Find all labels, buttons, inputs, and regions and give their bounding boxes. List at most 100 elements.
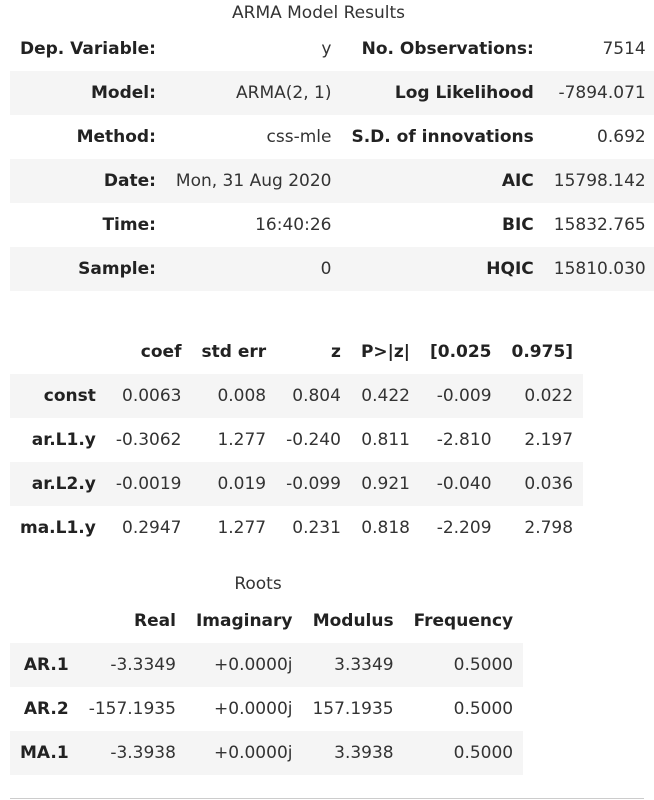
coef-cell: 0.036 bbox=[524, 474, 574, 494]
roots-cell: +0.0000j bbox=[214, 743, 293, 763]
coef-table: coef std err z P>|z| [0.025 0.975] const… bbox=[10, 330, 584, 550]
roots-cell: -3.3349 bbox=[110, 655, 176, 675]
summary-label: Dep. Variable: bbox=[20, 39, 156, 59]
summary-label: BIC bbox=[502, 215, 534, 235]
coef-cell: 1.277 bbox=[217, 430, 267, 450]
coef-row-label: const bbox=[43, 386, 96, 406]
coef-header-cell: [0.025 bbox=[429, 342, 492, 362]
roots-cell: 3.3938 bbox=[334, 743, 394, 763]
summary-value: 0.692 bbox=[597, 127, 646, 147]
coef-cell: 0.019 bbox=[217, 474, 267, 494]
summary-value: 15810.030 bbox=[553, 259, 646, 279]
roots-row-label: AR.1 bbox=[23, 655, 69, 675]
coef-cell: 0.921 bbox=[361, 474, 410, 494]
coef-header-cell: std err bbox=[201, 342, 267, 362]
roots-row: AR.2 -157.1935 +0.0000j 157.1935 0.5000 bbox=[10, 687, 523, 731]
summary-label: Log Likelihood bbox=[394, 83, 534, 103]
roots-row: AR.1 -3.3349 +0.0000j 3.3349 0.5000 bbox=[10, 643, 524, 687]
coef-cell: 0.811 bbox=[361, 430, 410, 450]
coef-cell: -2.810 bbox=[436, 430, 492, 450]
coef-cell: 0.818 bbox=[361, 518, 410, 538]
coef-cell: 0.022 bbox=[524, 386, 574, 406]
summary-value: 15798.142 bbox=[553, 171, 646, 191]
coef-header-row: coef std err z P>|z| [0.025 0.975] bbox=[10, 330, 583, 374]
coef-cell: 0.008 bbox=[217, 386, 267, 406]
summary-value: ARMA(2, 1) bbox=[236, 83, 332, 103]
summary-label: No. Observations: bbox=[361, 39, 534, 59]
roots-cell: -3.3938 bbox=[110, 743, 176, 763]
coef-header-cell: coef bbox=[140, 342, 182, 362]
roots-header-cell bbox=[10, 599, 79, 643]
roots-caption: Roots bbox=[234, 574, 282, 594]
roots-cell: 0.5000 bbox=[453, 655, 514, 675]
summary-value: y bbox=[321, 39, 332, 59]
coef-cell: -0.009 bbox=[436, 386, 492, 406]
summary-caption: ARMA Model Results bbox=[232, 3, 405, 23]
roots-cell: 3.3349 bbox=[334, 655, 394, 675]
coef-header-cell bbox=[10, 330, 106, 374]
coef-cell: 0.422 bbox=[361, 386, 410, 406]
summary-row: Model: ARMA(2, 1) Log Likelihood -7894.0… bbox=[10, 71, 654, 115]
coef-cell: -2.209 bbox=[436, 518, 492, 538]
coef-cell: 0.0063 bbox=[122, 386, 182, 406]
summary-row: Sample: 0 HQIC 15810.030 bbox=[10, 247, 654, 291]
summary-row: Date: Mon, 31 Aug 2020 AIC 15798.142 bbox=[10, 159, 654, 203]
summary-value: css-mle bbox=[266, 127, 332, 147]
coef-row: ar.L2.y -0.0019 0.019 -0.099 0.921 -0.04… bbox=[10, 462, 584, 506]
coef-cell: -0.3062 bbox=[115, 430, 182, 450]
bottom-divider bbox=[10, 798, 644, 799]
coef-cell: -0.099 bbox=[286, 474, 341, 494]
coef-row-label: ar.L2.y bbox=[31, 474, 96, 494]
roots-cell: 157.1935 bbox=[312, 699, 394, 719]
summary-row: Dep. Variable: y No. Observations: 7514 bbox=[10, 27, 654, 71]
summary-value: Mon, 31 Aug 2020 bbox=[175, 171, 332, 191]
roots-header-cell: Modulus bbox=[312, 611, 394, 631]
summary-value: -7894.071 bbox=[558, 83, 646, 103]
roots-header-cell: Imaginary bbox=[195, 611, 293, 631]
summary-label: Method: bbox=[76, 127, 156, 147]
roots-cell: 0.5000 bbox=[453, 699, 514, 719]
coef-cell: -0.040 bbox=[436, 474, 492, 494]
coef-row: ar.L1.y -0.3062 1.277 -0.240 0.811 -2.81… bbox=[10, 418, 583, 462]
summary-value: 7514 bbox=[602, 39, 646, 59]
coef-cell: 2.197 bbox=[524, 430, 574, 450]
roots-cell: -157.1935 bbox=[88, 699, 176, 719]
roots-cell: 0.5000 bbox=[453, 743, 514, 763]
coef-header-cell: 0.975] bbox=[511, 342, 574, 362]
roots-row-label: AR.2 bbox=[23, 699, 69, 719]
coef-cell: 1.277 bbox=[217, 518, 267, 538]
summary-value: 15832.765 bbox=[553, 215, 646, 235]
summary-value: 16:40:26 bbox=[255, 215, 332, 235]
roots-row-label: MA.1 bbox=[20, 743, 69, 763]
summary-label: S.D. of innovations bbox=[351, 127, 534, 147]
coef-row-label: ma.L1.y bbox=[20, 518, 96, 538]
coef-header-cell: z bbox=[331, 342, 341, 362]
summary-value: 0 bbox=[320, 259, 332, 279]
summary-label: Sample: bbox=[78, 259, 156, 279]
roots-header-cell: Real bbox=[134, 611, 176, 631]
coef-cell: 0.804 bbox=[292, 386, 341, 406]
roots-row: MA.1 -3.3938 +0.0000j 3.3938 0.5000 bbox=[10, 731, 524, 775]
coef-row: ma.L1.y 0.2947 1.277 0.231 0.818 -2.209 … bbox=[10, 506, 583, 550]
summary-row: Method: css-mle S.D. of innovations 0.69… bbox=[10, 115, 654, 159]
roots-cell: +0.0000j bbox=[214, 655, 293, 675]
summary-label: HQIC bbox=[486, 259, 534, 279]
summary-label: Date: bbox=[103, 171, 156, 191]
roots-table: Real Imaginary Modulus Frequency AR.1 -3… bbox=[10, 599, 524, 775]
summary-table: Dep. Variable: y No. Observations: 7514 … bbox=[10, 27, 654, 291]
coef-header-cell: P>|z| bbox=[360, 342, 410, 362]
coef-cell: -0.0019 bbox=[115, 474, 182, 494]
roots-header-row: Real Imaginary Modulus Frequency bbox=[10, 599, 523, 643]
coef-row: const 0.0063 0.008 0.804 0.422 -0.009 0.… bbox=[10, 374, 584, 418]
coef-cell: 0.2947 bbox=[122, 518, 182, 538]
coef-cell: -0.240 bbox=[286, 430, 341, 450]
roots-cell: +0.0000j bbox=[214, 699, 293, 719]
summary-label: AIC bbox=[501, 171, 534, 191]
coef-cell: 0.231 bbox=[292, 518, 341, 538]
summary-label: Model: bbox=[90, 83, 156, 103]
summary-label: Time: bbox=[102, 215, 156, 235]
coef-cell: 2.798 bbox=[524, 518, 574, 538]
coef-row-label: ar.L1.y bbox=[31, 430, 96, 450]
roots-header-cell: Frequency bbox=[413, 611, 514, 631]
summary-row: Time: 16:40:26 BIC 15832.765 bbox=[10, 203, 654, 247]
